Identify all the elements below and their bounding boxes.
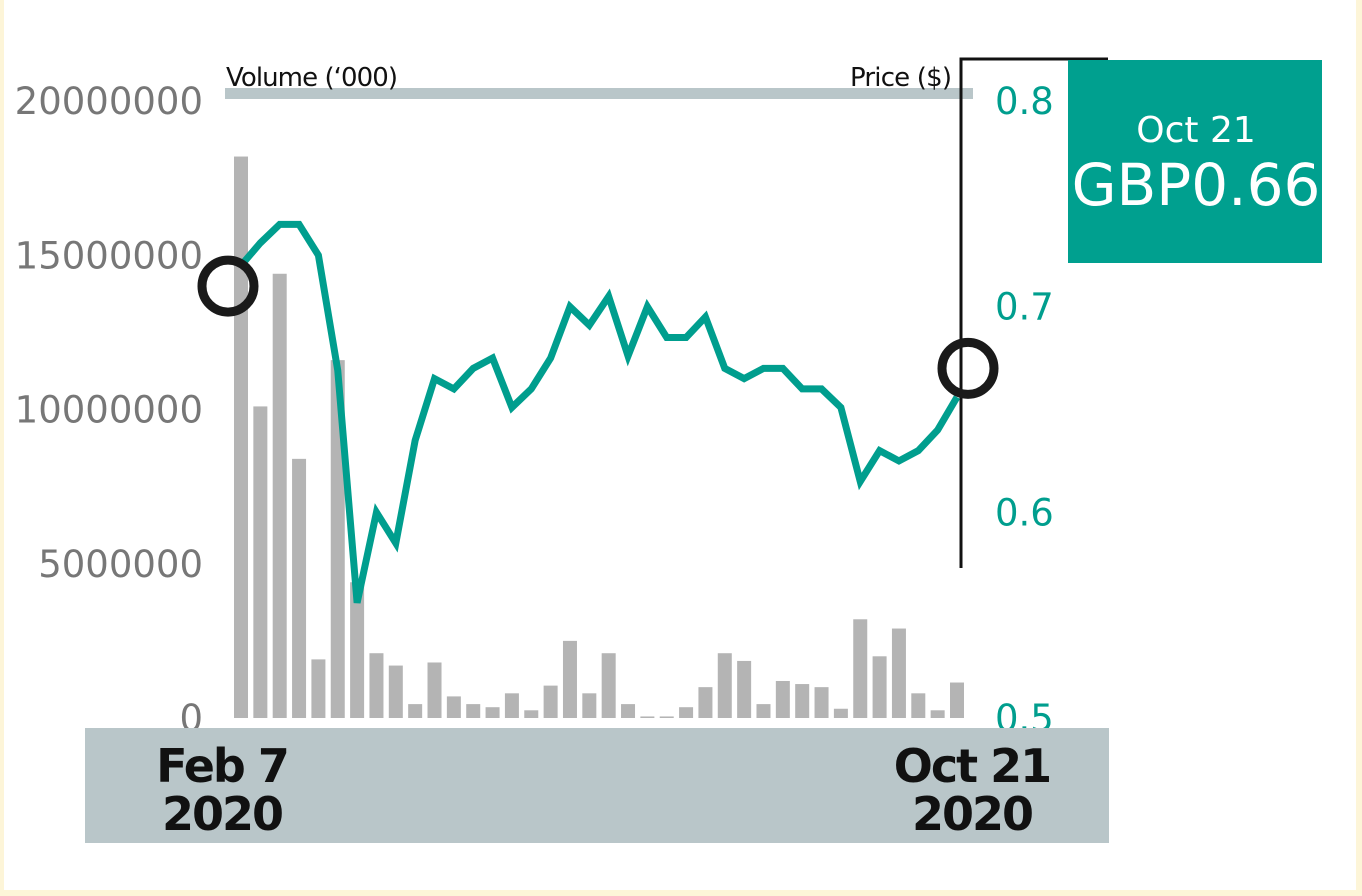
volume-bar	[446, 696, 461, 718]
volume-bar	[543, 685, 558, 718]
header-band	[225, 88, 973, 99]
price-tick-label: 0.7	[995, 286, 1054, 329]
volume-bar	[311, 659, 326, 718]
x-start-year: 2020	[162, 787, 282, 841]
volume-bar	[621, 704, 636, 718]
x-axis-band	[85, 728, 1109, 843]
price-axis-bracket	[959, 57, 1108, 568]
volume-bar	[756, 704, 771, 718]
callout-box	[1068, 60, 1322, 263]
volume-bar	[911, 693, 926, 718]
volume-tick-label: 10000000	[15, 389, 203, 432]
volume-bar	[427, 662, 442, 718]
volume-bar	[253, 406, 268, 718]
x-start-month: Feb 7	[156, 739, 288, 793]
volume-bar	[814, 687, 829, 718]
price-tick-label: 0.6	[995, 491, 1054, 534]
volume-bar	[872, 656, 887, 718]
volume-bar	[524, 710, 539, 718]
volume-bar	[891, 628, 906, 718]
x-end-year: 2020	[912, 787, 1032, 841]
volume-axis-label: Volume (‘000)	[226, 63, 398, 93]
volume-bar	[388, 665, 403, 718]
volume-bar	[853, 619, 868, 718]
volume-tick-label: 20000000	[15, 80, 203, 123]
volume-bar	[350, 582, 365, 718]
volume-bar	[698, 687, 713, 718]
volume-bar	[504, 693, 519, 718]
price-axis-label: Price ($)	[850, 63, 952, 93]
volume-bar	[485, 707, 500, 718]
volume-bar	[775, 680, 790, 718]
volume-bar	[562, 640, 577, 718]
start-price-marker	[197, 255, 259, 317]
volume-tick-label: 5000000	[38, 543, 203, 586]
volume-bar	[737, 660, 752, 718]
x-end-month: Oct 21	[894, 739, 1050, 793]
volume-bar	[659, 716, 674, 718]
volume-bar	[272, 273, 287, 718]
volume-bar	[930, 710, 945, 718]
volume-bar	[369, 653, 384, 718]
volume-bar	[795, 684, 810, 718]
volume-bar	[234, 156, 248, 718]
volume-bar	[679, 707, 694, 718]
volume-bar	[950, 682, 964, 718]
end-price-marker	[937, 337, 999, 399]
callout-value: GBP0.66	[1072, 151, 1321, 219]
volume-bar	[640, 716, 655, 718]
volume-bar	[292, 458, 307, 718]
volume-bar	[601, 653, 616, 718]
price-tick-label: 0.8	[995, 80, 1054, 123]
volume-bar	[582, 693, 597, 718]
volume-bar	[717, 653, 732, 718]
volume-bar	[408, 704, 423, 718]
callout-date: Oct 21	[1136, 110, 1256, 151]
price-line	[238, 220, 961, 604]
volume-bar	[833, 708, 848, 718]
volume-tick-label: 15000000	[15, 234, 203, 277]
volume-bar	[466, 704, 481, 718]
